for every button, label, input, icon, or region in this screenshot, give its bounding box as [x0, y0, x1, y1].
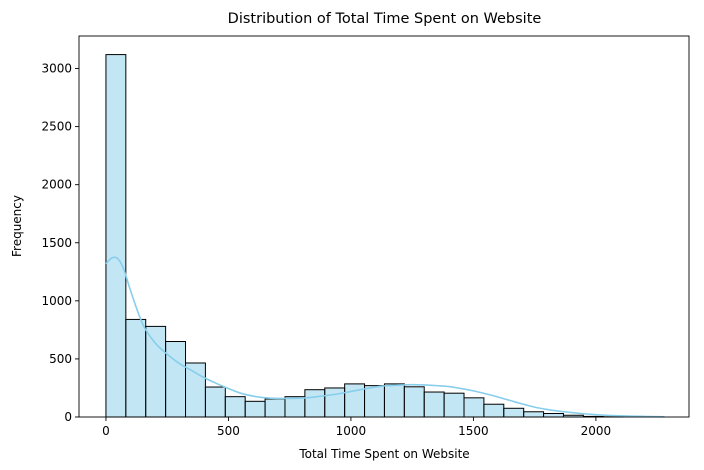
histogram-bar	[244, 400, 266, 418]
x-tick-label: 1000	[336, 424, 367, 438]
x-tick-label: 1500	[458, 424, 489, 438]
histogram-bar	[543, 413, 564, 418]
bars-group	[105, 54, 624, 418]
x-tick-label: 500	[217, 424, 240, 438]
y-tick-label: 500	[49, 352, 72, 366]
kde-curve	[105, 256, 665, 418]
histogram-bar	[483, 403, 505, 418]
plot-frame	[78, 35, 690, 418]
histogram-bar	[284, 396, 306, 418]
y-tick-label: 1000	[41, 294, 72, 308]
y-axis-ticks: 0 500 1000 1500 2000 2500 3000	[41, 62, 79, 424]
y-tick-label: 3000	[41, 62, 72, 76]
y-tick-label: 2500	[41, 120, 72, 134]
histogram-bar	[145, 325, 167, 418]
y-axis-label: Frequency	[10, 195, 24, 257]
histogram-bar	[264, 398, 286, 418]
x-tick-label: 0	[102, 424, 110, 438]
x-axis-ticks: 0 500 1000 1500 2000	[102, 417, 611, 438]
x-tick-label: 2000	[581, 424, 612, 438]
histogram-bar	[105, 54, 127, 418]
histogram-bar	[403, 386, 425, 418]
histogram-bar	[165, 340, 187, 418]
histogram-bar	[503, 407, 525, 418]
histogram-bar	[224, 396, 246, 418]
y-tick-label: 2000	[41, 178, 72, 192]
histogram-bar	[185, 362, 206, 418]
histogram-bar	[463, 397, 485, 418]
histogram-bar	[324, 387, 346, 418]
histogram-bar	[304, 389, 326, 418]
chart-title: Distribution of Total Time Spent on Webs…	[228, 11, 542, 27]
histogram-bar	[443, 392, 465, 418]
histogram-bar	[523, 411, 545, 418]
x-axis-label: Total Time Spent on Website	[298, 447, 469, 461]
y-tick-label: 0	[64, 410, 72, 424]
histogram-bar	[423, 391, 445, 418]
histogram-bar	[204, 386, 226, 418]
histogram-bar	[125, 318, 147, 418]
y-tick-label: 1500	[41, 236, 72, 250]
histogram-bar	[383, 383, 405, 418]
histogram-bar	[364, 385, 385, 418]
